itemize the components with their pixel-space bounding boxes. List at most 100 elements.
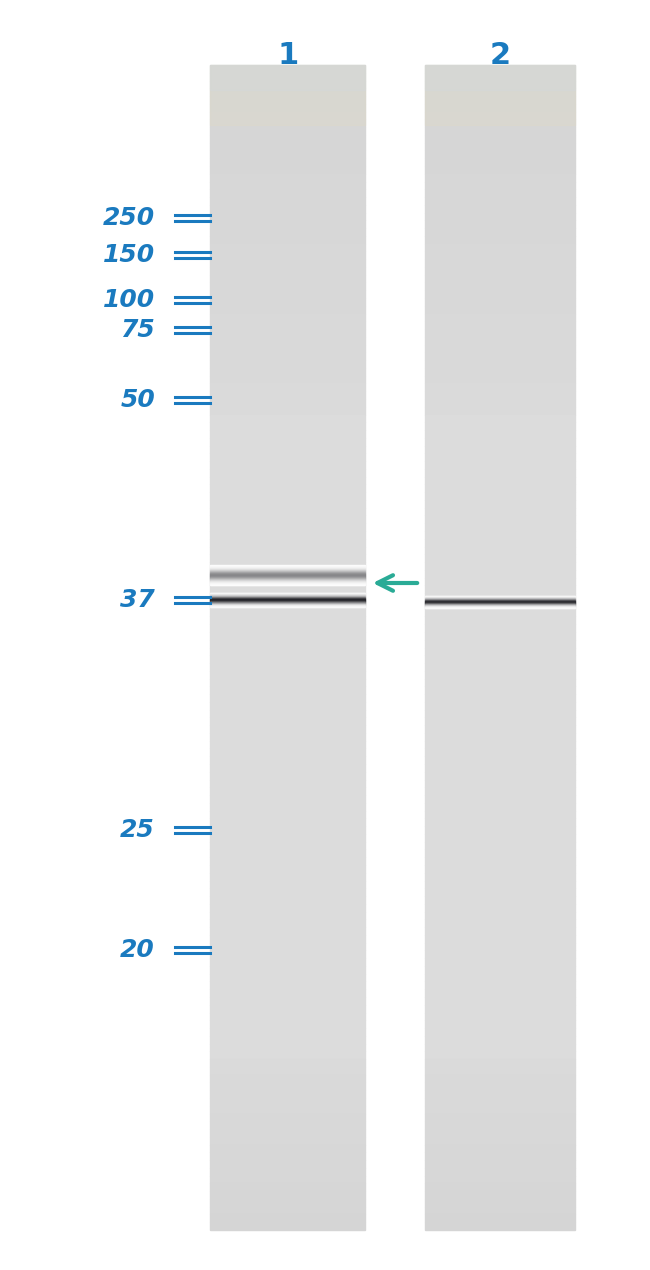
Bar <box>425 1059 575 1067</box>
Bar <box>210 1114 365 1121</box>
Bar <box>210 648 365 655</box>
Bar <box>210 1074 365 1082</box>
Bar <box>425 431 575 438</box>
Bar <box>425 1184 575 1191</box>
Bar <box>425 780 575 787</box>
Bar <box>425 406 575 414</box>
Bar <box>425 608 575 616</box>
Bar <box>425 150 575 159</box>
Bar <box>425 1029 575 1036</box>
Bar <box>210 695 365 702</box>
Bar <box>210 97 365 104</box>
Bar <box>210 1222 365 1231</box>
Bar <box>425 1121 575 1129</box>
Bar <box>210 593 365 601</box>
Bar <box>425 65 575 124</box>
Bar <box>210 578 365 585</box>
Text: 37: 37 <box>120 588 155 612</box>
Bar <box>210 274 365 282</box>
Bar <box>425 97 575 104</box>
Bar <box>425 65 575 72</box>
Bar <box>425 259 575 267</box>
Bar <box>210 842 365 850</box>
Bar <box>425 368 575 376</box>
Bar <box>425 880 575 888</box>
Bar <box>210 1160 365 1168</box>
Bar <box>210 229 365 236</box>
Bar <box>210 298 365 306</box>
Bar <box>210 1121 365 1129</box>
Bar <box>425 80 575 89</box>
Bar <box>210 127 365 135</box>
Bar <box>425 1176 575 1184</box>
Bar <box>210 608 365 616</box>
Bar <box>210 523 365 531</box>
Bar <box>425 298 575 306</box>
Bar <box>210 1099 365 1106</box>
Bar <box>210 632 365 640</box>
Bar <box>425 725 575 733</box>
Bar <box>210 718 365 725</box>
Bar <box>425 516 575 523</box>
Bar <box>425 135 575 142</box>
Bar <box>210 431 365 438</box>
Bar <box>425 500 575 508</box>
Bar <box>425 493 575 500</box>
Bar <box>210 880 365 888</box>
Bar <box>425 818 575 826</box>
Bar <box>425 803 575 810</box>
Bar <box>210 244 365 251</box>
Bar <box>425 508 575 516</box>
Text: 250: 250 <box>103 206 155 230</box>
Bar <box>210 888 365 897</box>
Bar <box>210 1067 365 1074</box>
Bar <box>210 710 365 718</box>
Bar <box>425 453 575 461</box>
Bar <box>210 725 365 733</box>
Bar <box>425 897 575 904</box>
Bar <box>425 678 575 686</box>
Bar <box>210 780 365 787</box>
Bar <box>210 352 365 361</box>
Bar <box>425 174 575 182</box>
Bar <box>210 414 365 422</box>
Bar <box>210 1191 365 1199</box>
Bar <box>425 632 575 640</box>
Bar <box>425 663 575 671</box>
Bar <box>210 671 365 678</box>
Bar <box>210 1214 365 1222</box>
Bar <box>210 204 365 212</box>
Bar <box>425 872 575 880</box>
Bar <box>425 942 575 950</box>
Bar <box>425 204 575 212</box>
Bar <box>210 850 365 857</box>
Bar <box>425 997 575 1005</box>
Bar <box>425 648 575 655</box>
Bar <box>210 678 365 686</box>
Bar <box>210 1082 365 1090</box>
Bar <box>210 314 365 321</box>
Bar <box>425 197 575 204</box>
Bar <box>210 1012 365 1020</box>
Bar <box>425 352 575 361</box>
Bar <box>210 438 365 446</box>
Bar <box>425 306 575 314</box>
Bar <box>210 803 365 810</box>
Bar <box>210 935 365 942</box>
Bar <box>425 469 575 476</box>
Bar <box>425 189 575 197</box>
Bar <box>425 740 575 748</box>
Bar <box>210 399 365 406</box>
Bar <box>425 212 575 220</box>
Bar <box>210 406 365 414</box>
Bar <box>210 865 365 872</box>
Bar <box>425 842 575 850</box>
Bar <box>210 563 365 570</box>
Bar <box>425 546 575 554</box>
Bar <box>425 182 575 189</box>
Bar <box>425 127 575 135</box>
Bar <box>425 531 575 538</box>
Bar <box>210 65 365 72</box>
Bar <box>210 189 365 197</box>
Bar <box>210 236 365 244</box>
